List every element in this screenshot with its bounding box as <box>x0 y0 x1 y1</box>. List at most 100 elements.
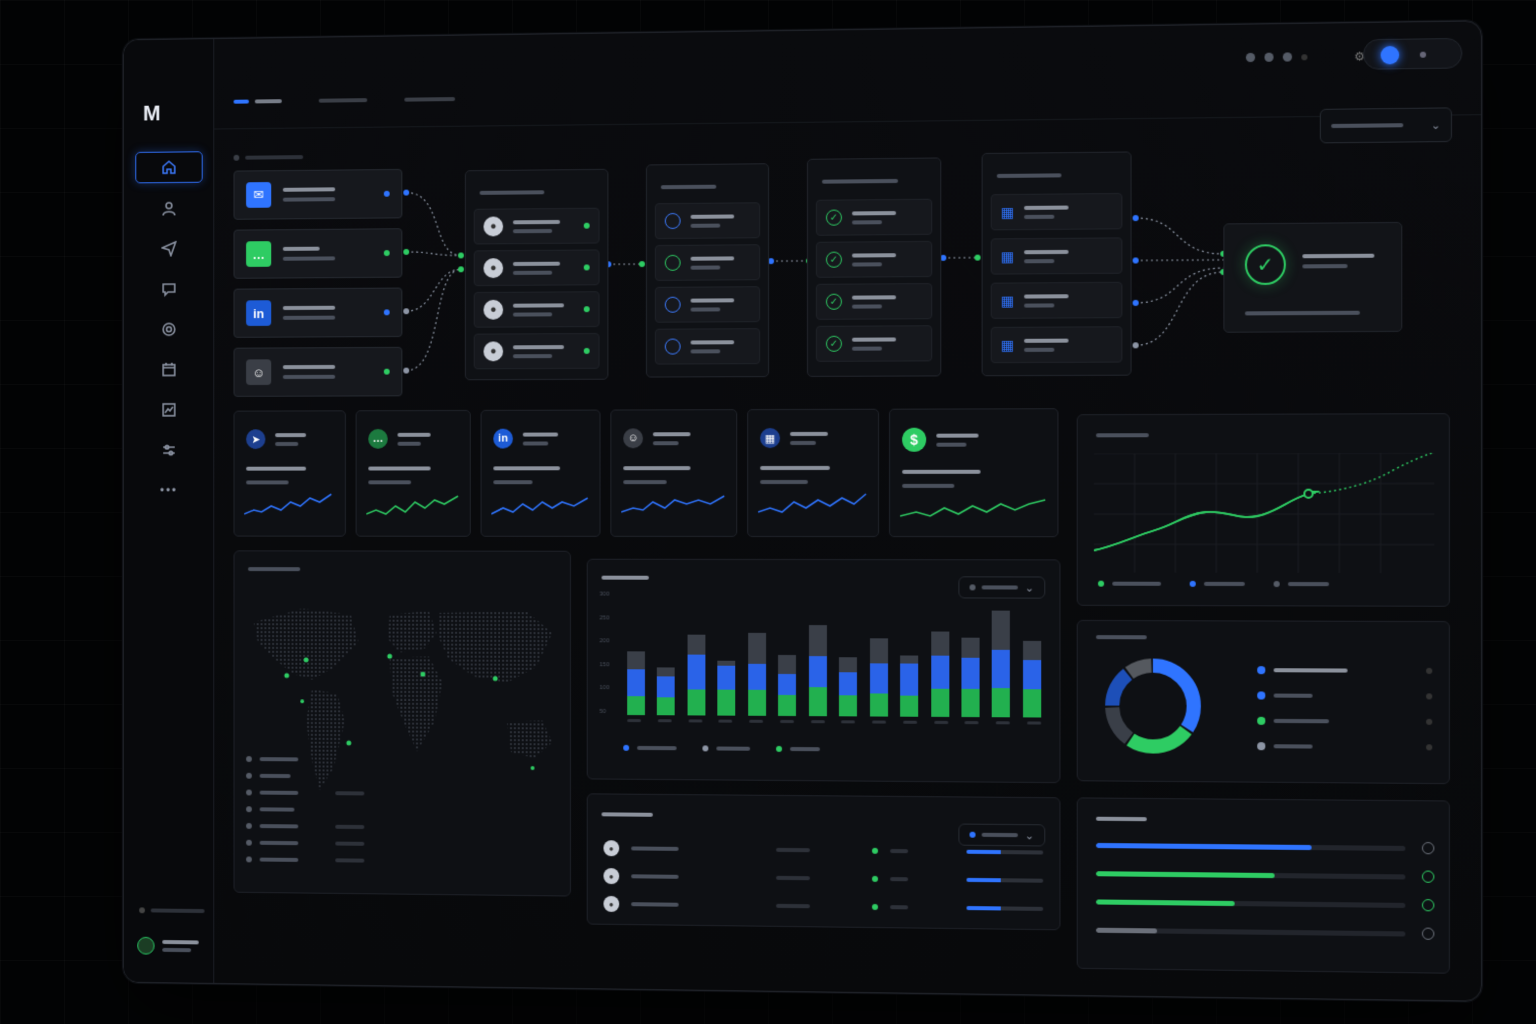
bar-segment <box>992 650 1010 688</box>
app-window: M ••• <box>123 20 1482 1001</box>
completed-row[interactable]: ✓ <box>816 199 932 236</box>
bar-segment <box>961 689 979 717</box>
bar-segment <box>748 689 766 716</box>
progress-row <box>1096 887 1434 919</box>
row-progress <box>966 850 1043 855</box>
bar-segment <box>687 689 705 716</box>
metric-card-send[interactable]: ➤ <box>234 410 346 536</box>
y-tick: 250 <box>600 615 610 621</box>
bar-segment <box>809 625 827 656</box>
bar-segment <box>900 695 918 716</box>
check-circle-icon: ✓ <box>826 336 842 352</box>
stacked-bar <box>1023 641 1041 718</box>
metric-card-chat[interactable]: … <box>356 410 471 537</box>
pending-row[interactable] <box>655 244 760 281</box>
stacked-bars <box>627 610 1041 718</box>
stacked-bar <box>809 625 827 716</box>
bar-segment <box>809 656 827 688</box>
scheduled-column: ▦ ▦ ▦ ▦ <box>982 151 1132 376</box>
bar-segment <box>1023 660 1041 690</box>
bar-segment <box>839 672 857 695</box>
check-circle-icon: ✓ <box>826 252 842 268</box>
sparkline <box>366 490 462 520</box>
contact-row[interactable]: ● <box>474 291 600 327</box>
y-axis-ticks: 300 250 200 150 100 50 <box>600 592 610 715</box>
progress-row <box>1096 916 1434 948</box>
person-icon: ● <box>483 216 503 236</box>
person-icon: ● <box>483 341 503 361</box>
status-icon[interactable] <box>1422 899 1434 911</box>
trend-chart-card <box>1077 413 1450 607</box>
bar-segment <box>992 611 1010 651</box>
bar-segment <box>1023 690 1041 718</box>
bar-chart-legend <box>623 745 820 752</box>
bar-segment <box>627 652 645 670</box>
bar-chart-filter[interactable]: ⌄ <box>958 576 1045 598</box>
bar-segment <box>748 633 766 664</box>
progress-card <box>1077 797 1450 973</box>
y-tick: 50 <box>600 709 610 715</box>
progress-bar <box>1096 899 1405 908</box>
bar-segment <box>870 693 888 716</box>
status-icon[interactable] <box>1422 871 1434 883</box>
row-progress <box>966 906 1043 911</box>
bar-segment <box>900 655 918 664</box>
group-icon: ☺ <box>623 428 643 448</box>
sparkline <box>621 490 728 520</box>
completed-row[interactable]: ✓ <box>816 283 932 320</box>
bar-segment <box>748 664 766 690</box>
contact-row[interactable]: ● <box>474 208 600 245</box>
person-icon: ● <box>603 868 619 884</box>
pending-column <box>646 163 769 377</box>
contact-row[interactable]: ● <box>474 249 600 286</box>
scheduled-row[interactable]: ▦ <box>991 282 1123 319</box>
stacked-bar <box>839 657 857 717</box>
calendar-icon: ▦ <box>760 428 780 448</box>
scheduled-row[interactable]: ▦ <box>991 237 1123 274</box>
progress-row <box>1096 859 1434 891</box>
status-icon[interactable] <box>1422 928 1434 940</box>
progress-bar <box>1096 871 1405 879</box>
table-row[interactable]: ● <box>603 834 1043 866</box>
bar-segment <box>718 689 736 716</box>
bar-segment <box>931 689 949 717</box>
metric-card-linkedin[interactable]: in <box>481 410 601 537</box>
completed-row[interactable]: ✓ <box>816 241 932 278</box>
progress-bar <box>1096 927 1405 936</box>
pending-row[interactable] <box>655 286 760 323</box>
completed-column: ✓ ✓ ✓ ✓ <box>807 157 941 376</box>
scheduled-row[interactable]: ▦ <box>991 193 1123 230</box>
world-map-card <box>234 550 571 896</box>
pending-row[interactable] <box>655 202 760 239</box>
scheduled-row[interactable]: ▦ <box>991 326 1123 363</box>
bar-segment <box>961 657 979 689</box>
bar-segment <box>870 638 888 664</box>
bar-segment <box>778 655 796 674</box>
dollar-icon: $ <box>902 428 926 452</box>
bar-segment <box>687 654 705 689</box>
person-icon: ● <box>603 896 619 912</box>
progress-row <box>1096 831 1434 863</box>
bar-segment <box>931 632 949 655</box>
trend-line-chart <box>1094 453 1434 573</box>
sparkline <box>758 490 870 520</box>
bar-segment <box>809 687 827 716</box>
status-icon[interactable] <box>1422 842 1434 854</box>
table-row[interactable]: ● <box>603 890 1043 923</box>
bar-segment <box>657 697 675 715</box>
bar-segment <box>657 676 675 697</box>
success-card: ✓ <box>1223 222 1402 333</box>
contact-row[interactable]: ● <box>474 333 600 369</box>
sparkline <box>244 490 337 520</box>
bar-segment <box>687 635 705 654</box>
metric-card-revenue[interactable]: $ <box>889 408 1058 537</box>
completed-row[interactable]: ✓ <box>816 325 932 362</box>
y-tick: 100 <box>600 685 610 691</box>
calendar-icon: ▦ <box>1001 336 1014 353</box>
pending-row[interactable] <box>655 328 760 364</box>
x-axis-ticks <box>627 719 1041 725</box>
stacked-bar <box>657 668 675 716</box>
metric-card-calendar[interactable]: ▦ <box>747 409 879 537</box>
metric-card-community[interactable]: ☺ <box>610 409 737 537</box>
stacked-bar <box>778 654 796 716</box>
